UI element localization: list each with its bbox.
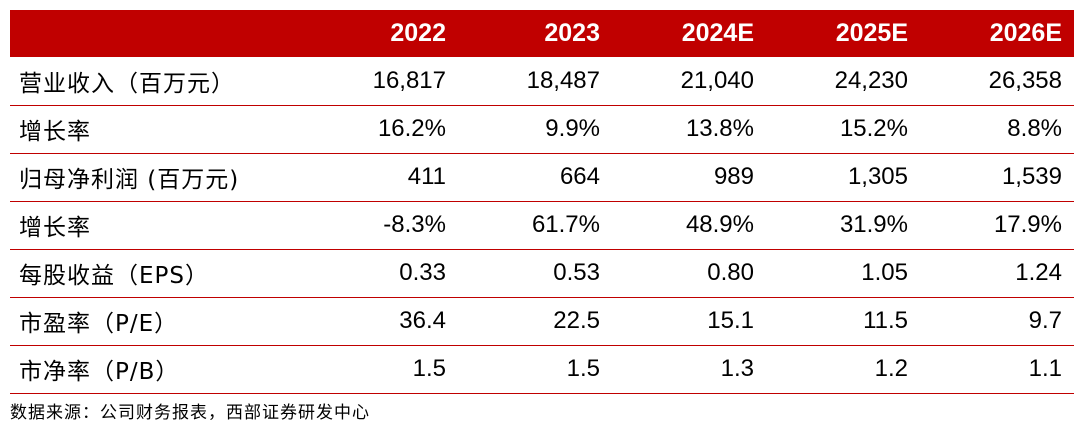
row-label: 市净率（P/B） bbox=[19, 359, 180, 385]
header-year-2022: 2022 bbox=[390, 19, 446, 47]
row-label: 每股收益（EPS） bbox=[19, 263, 210, 289]
table-cell: 21,040 bbox=[680, 66, 754, 94]
table-cell: 1.05 bbox=[861, 259, 908, 286]
table-cell: 26,358 bbox=[988, 66, 1062, 94]
table-cell: 16,817 bbox=[372, 66, 446, 94]
table-row-pe: 市盈率（P/E） 36.4 22.5 15.1 11.5 9.7 bbox=[10, 297, 1074, 345]
financial-forecast-table-container: 2022 2023 2024E 2025E 2026E 营业收入（百万元） 16… bbox=[10, 10, 1074, 394]
table-cell: 36.4 bbox=[399, 307, 446, 334]
table-cell: 989 bbox=[713, 163, 754, 190]
table-cell: 22.5 bbox=[553, 307, 600, 334]
table-cell: 411 bbox=[407, 163, 446, 190]
table-cell: 48.9% bbox=[685, 211, 754, 238]
table-cell: 9.9% bbox=[545, 115, 600, 142]
table-row-pb: 市净率（P/B） 1.5 1.5 1.3 1.2 1.1 bbox=[10, 345, 1074, 393]
table-cell: -8.3% bbox=[383, 211, 446, 238]
row-label: 增长率 bbox=[19, 215, 91, 241]
table-cell: 15.2% bbox=[839, 115, 908, 142]
table-row-revenue: 营业收入（百万元） 16,817 18,487 21,040 24,230 26… bbox=[10, 57, 1074, 105]
table-cell: 13.8% bbox=[685, 115, 754, 142]
table-cell: 0.80 bbox=[707, 259, 754, 286]
table-cell: 24,230 bbox=[834, 66, 908, 94]
table-header-row: 2022 2023 2024E 2025E 2026E bbox=[10, 10, 1074, 57]
header-label-cell bbox=[10, 10, 304, 57]
table-row-revenue-growth: 增长率 16.2% 9.9% 13.8% 15.2% 8.8% bbox=[10, 105, 1074, 153]
table-cell: 17.9% bbox=[993, 211, 1062, 238]
source-note: 数据来源：公司财务报表，西部证券研发中心 bbox=[10, 403, 370, 423]
row-label: 归母净利润 (百万元) bbox=[19, 167, 240, 193]
table-cell: 664 bbox=[559, 163, 600, 190]
header-year-2024e: 2024E bbox=[681, 19, 754, 47]
table-cell: 11.5 bbox=[863, 307, 908, 334]
row-label: 增长率 bbox=[19, 119, 91, 145]
table-cell: 1,305 bbox=[847, 163, 908, 190]
table-row-net-profit-growth: 增长率 -8.3% 61.7% 48.9% 31.9% 17.9% bbox=[10, 201, 1074, 249]
row-label: 营业收入（百万元） bbox=[19, 70, 235, 97]
table-cell: 16.2% bbox=[377, 115, 446, 142]
financial-forecast-table: 2022 2023 2024E 2025E 2026E 营业收入（百万元） 16… bbox=[10, 10, 1074, 394]
table-cell: 0.33 bbox=[399, 259, 446, 286]
table-cell: 31.9% bbox=[839, 211, 908, 238]
header-year-2023: 2023 bbox=[544, 19, 600, 47]
table-cell: 1.5 bbox=[566, 355, 600, 382]
table-cell: 1.3 bbox=[720, 355, 754, 382]
table-cell: 18,487 bbox=[526, 66, 600, 94]
table-row-eps: 每股收益（EPS） 0.33 0.53 0.80 1.05 1.24 bbox=[10, 249, 1074, 297]
table-cell: 1.2 bbox=[874, 355, 908, 382]
table-row-net-profit: 归母净利润 (百万元) 411 664 989 1,305 1,539 bbox=[10, 153, 1074, 201]
table-cell: 1.24 bbox=[1015, 259, 1062, 286]
table-cell: 15.1 bbox=[707, 307, 754, 334]
table-cell: 61.7% bbox=[531, 211, 600, 238]
table-cell: 9.7 bbox=[1028, 307, 1062, 334]
table-cell: 1,539 bbox=[1001, 163, 1062, 190]
table-cell: 1.1 bbox=[1028, 355, 1062, 382]
row-label: 市盈率（P/E） bbox=[19, 311, 179, 337]
table-cell: 0.53 bbox=[553, 259, 600, 286]
table-cell: 1.5 bbox=[412, 355, 446, 382]
header-year-2025e: 2025E bbox=[835, 19, 908, 47]
header-year-2026e: 2026E bbox=[989, 19, 1062, 47]
table-cell: 8.8% bbox=[1007, 115, 1062, 142]
